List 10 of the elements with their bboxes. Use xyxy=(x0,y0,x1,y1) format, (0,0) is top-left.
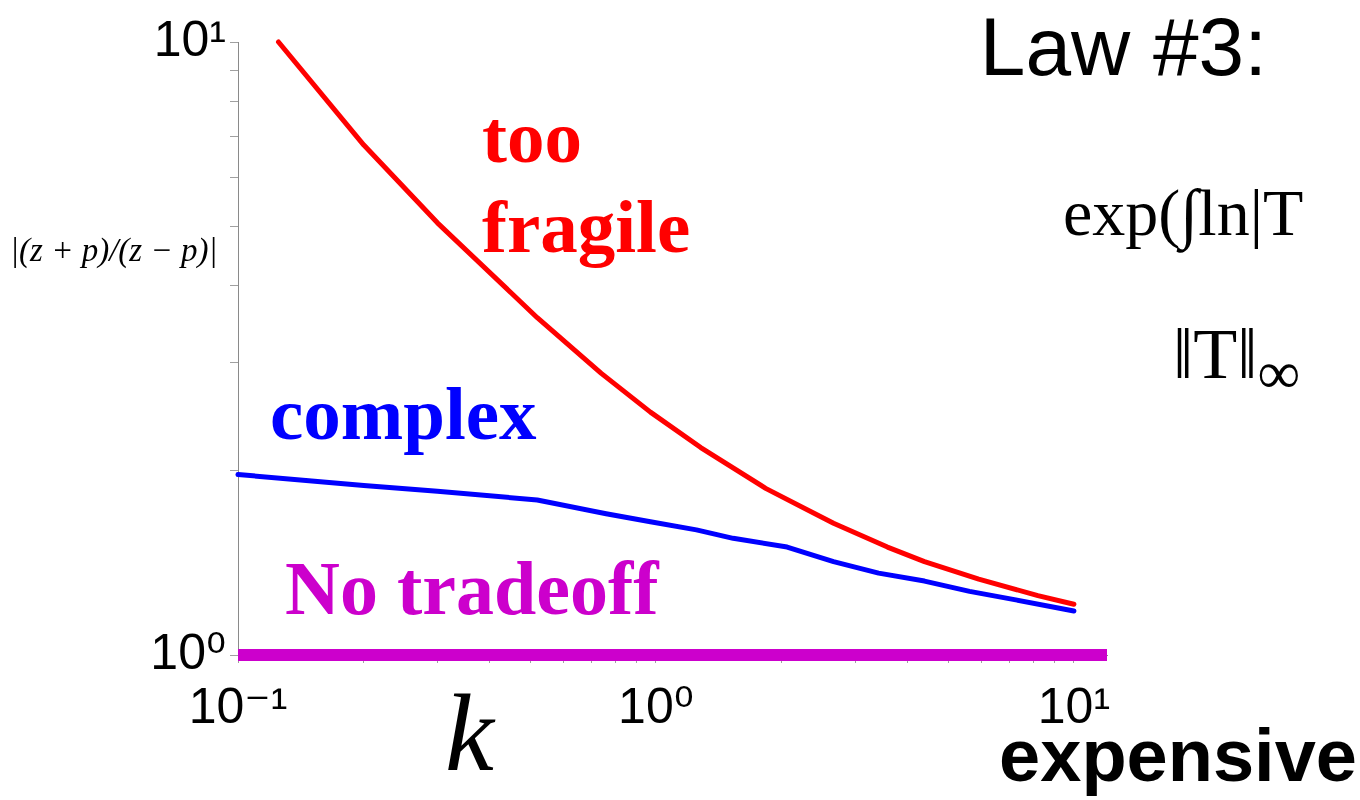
x-axis-title: k xyxy=(445,671,494,796)
text: ‖T‖$_{∞}$ xyxy=(1173,313,1301,409)
series-label: complex xyxy=(270,372,538,455)
chart-title: Law #3: xyxy=(979,0,1267,94)
series-label: No tradeoff xyxy=(285,546,661,630)
x-tick-label: 10⁰ xyxy=(618,677,694,734)
x-tick-label: 10⁻¹ xyxy=(188,677,288,734)
y-axis-title: |(z + p)/(z − p)| xyxy=(10,232,218,269)
annotation: exp(∫ln|T xyxy=(1063,175,1304,251)
series-label: too fragile xyxy=(482,95,691,268)
